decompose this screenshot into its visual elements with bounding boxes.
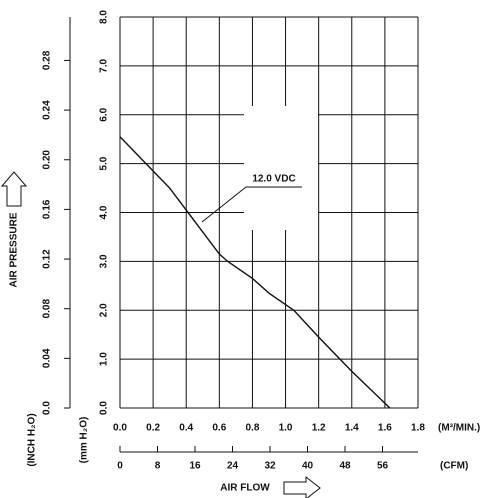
y-tick-label: 5.0 [99, 156, 110, 170]
y-tick-label: 2.0 [99, 303, 110, 317]
x-tick-label: 1.6 [378, 423, 392, 434]
x2-tick-label: 0 [117, 461, 123, 472]
annotation-leader [201, 186, 247, 223]
y-tick-label: 7.0 [99, 58, 110, 72]
y-tick-label: 1.0 [99, 352, 110, 366]
x-tick-label: 0.8 [245, 423, 259, 434]
y2-tick-label: 0.20 [42, 150, 53, 170]
marks: 0.0 0.2 0.4 0.6 0.8 1.0 1.2 1.4 1.6 1.8 0.0 1.0 2.0 3… [42, 10, 426, 472]
up-arrow [0, 171, 28, 207]
x-tick-label: 1.2 [312, 423, 326, 434]
y2-tick-label: 0.0 [42, 401, 53, 415]
x-tick-label: 0.6 [212, 423, 226, 434]
label-gap [244, 106, 318, 230]
x2-tick-label: 40 [302, 461, 314, 472]
y-tick-label: 6.0 [99, 107, 110, 121]
x2-unit: (CFM) [440, 461, 468, 472]
x2-tick-label: 24 [227, 461, 239, 472]
series-line [119, 136, 391, 409]
x-tick-label: 0.4 [179, 423, 193, 434]
x-tick-label: 1.8 [411, 423, 425, 434]
y2-tick-label: 0.28 [42, 50, 53, 70]
x2-tick-label: 16 [189, 461, 201, 472]
x2-tick-label: 48 [339, 461, 351, 472]
y-tick-label: 0.0 [99, 401, 110, 415]
y2-tick-label: 0.08 [42, 299, 53, 319]
y2-tick-label: 0.16 [42, 199, 53, 219]
y2-tick-label: 0.24 [42, 100, 53, 120]
y-tick-label: 4.0 [99, 205, 110, 219]
y-tick-label: 3.0 [99, 254, 110, 268]
x-tick-label: 1.4 [345, 423, 359, 434]
y-tick-label: 8.0 [99, 10, 110, 24]
x2-tick-label: 56 [377, 461, 389, 472]
x2-tick-label: 32 [264, 461, 276, 472]
series-label: 12.0 VDC [252, 174, 295, 185]
x-tick-label: 0.2 [146, 423, 160, 434]
y2-tick-label: 0.12 [42, 249, 53, 269]
x-unit: (M³/MIN.) [438, 423, 480, 434]
y-unit: (mm H₂O) [79, 417, 90, 464]
y2-unit: (INCH H₂O) [27, 413, 38, 466]
x2-tick-label: 8 [155, 461, 161, 472]
x-tick-label: 1.0 [279, 423, 293, 434]
right-arrow [283, 475, 321, 498]
x-axis-label: AIR FLOW [220, 483, 270, 494]
x-tick-label: 0.0 [113, 423, 127, 434]
y2-tick-label: 0.04 [42, 348, 53, 368]
y-axis-label: AIR PRESSURE [9, 212, 20, 287]
